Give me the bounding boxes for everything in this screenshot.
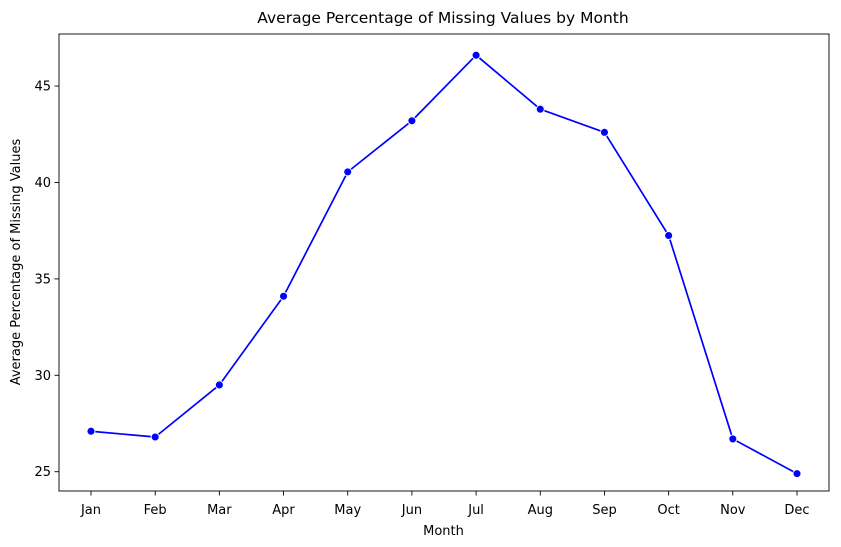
x-tick-label: Oct bbox=[657, 503, 679, 518]
data-point bbox=[600, 127, 609, 137]
x-tick-label: Jul bbox=[467, 503, 484, 518]
x-tick-label: May bbox=[334, 503, 361, 518]
data-point bbox=[535, 104, 545, 114]
data-point bbox=[792, 469, 802, 479]
x-axis-title: Month bbox=[423, 524, 464, 539]
x-tick-label: Sep bbox=[592, 503, 617, 518]
x-tick-label: Apr bbox=[272, 503, 295, 518]
data-point bbox=[150, 432, 160, 442]
y-tick-label: 35 bbox=[34, 272, 51, 287]
x-tick-label: Nov bbox=[720, 503, 746, 518]
series-layer bbox=[86, 50, 802, 479]
y-axis-ticks: 25 30 35 40 45 bbox=[34, 80, 59, 480]
x-tick-label: Dec bbox=[784, 503, 809, 518]
x-axis-ticks: Jan Feb Mar Apr May Jun Jul Aug Sep Oct Nov Dec bbox=[80, 491, 810, 518]
chart-title: Average Percentage of Missing Values by … bbox=[257, 9, 628, 27]
y-tick-label: 40 bbox=[34, 176, 51, 191]
data-point bbox=[214, 380, 224, 390]
x-tick-label: Feb bbox=[144, 503, 167, 518]
data-point bbox=[471, 50, 481, 60]
x-tick-label: Jun bbox=[401, 503, 422, 518]
x-tick-label: Aug bbox=[528, 503, 553, 518]
axes-frame bbox=[58, 33, 830, 492]
data-point bbox=[86, 426, 96, 436]
y-axis-title: Average Percentage of Missing Values bbox=[9, 139, 24, 386]
data-point bbox=[664, 231, 674, 240]
x-tick-label: Mar bbox=[207, 503, 232, 518]
data-point bbox=[279, 291, 288, 301]
data-point bbox=[728, 434, 738, 444]
y-tick-label: 30 bbox=[34, 369, 51, 384]
y-tick-label: 45 bbox=[34, 80, 51, 95]
data-point bbox=[407, 116, 417, 126]
data-point bbox=[343, 167, 353, 177]
series-line bbox=[90, 54, 798, 475]
plot-area bbox=[58, 33, 830, 492]
x-tick-label: Jan bbox=[80, 503, 101, 518]
y-tick-label: 25 bbox=[34, 465, 51, 480]
